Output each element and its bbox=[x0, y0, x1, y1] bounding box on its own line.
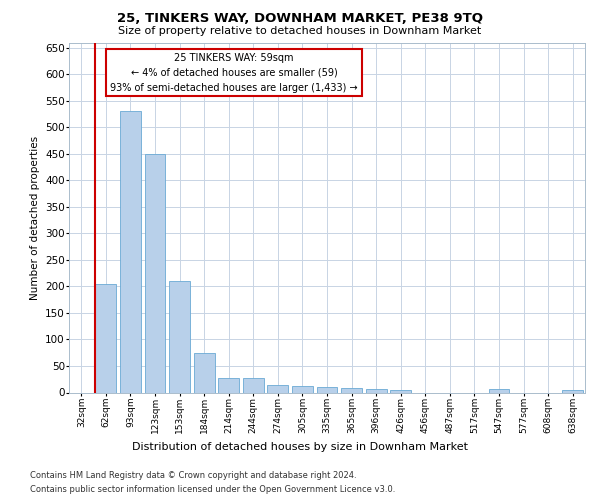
Text: Contains HM Land Registry data © Crown copyright and database right 2024.: Contains HM Land Registry data © Crown c… bbox=[30, 471, 356, 480]
Bar bbox=[218, 378, 239, 392]
Bar bbox=[243, 378, 264, 392]
Bar bbox=[169, 281, 190, 392]
Bar bbox=[317, 387, 337, 392]
Y-axis label: Number of detached properties: Number of detached properties bbox=[29, 136, 40, 300]
Text: 25, TINKERS WAY, DOWNHAM MARKET, PE38 9TQ: 25, TINKERS WAY, DOWNHAM MARKET, PE38 9T… bbox=[117, 12, 483, 26]
Bar bbox=[268, 384, 289, 392]
Bar bbox=[95, 284, 116, 393]
Bar bbox=[365, 389, 386, 392]
Bar bbox=[341, 388, 362, 392]
Text: Distribution of detached houses by size in Downham Market: Distribution of detached houses by size … bbox=[132, 442, 468, 452]
Bar bbox=[120, 112, 141, 392]
Bar bbox=[488, 390, 509, 392]
Bar bbox=[562, 390, 583, 392]
Bar bbox=[145, 154, 166, 392]
Bar bbox=[390, 390, 411, 392]
Text: Contains public sector information licensed under the Open Government Licence v3: Contains public sector information licen… bbox=[30, 485, 395, 494]
Text: Size of property relative to detached houses in Downham Market: Size of property relative to detached ho… bbox=[118, 26, 482, 36]
Text: 25 TINKERS WAY: 59sqm
← 4% of detached houses are smaller (59)
93% of semi-detac: 25 TINKERS WAY: 59sqm ← 4% of detached h… bbox=[110, 53, 358, 92]
Bar bbox=[292, 386, 313, 392]
Bar bbox=[194, 352, 215, 393]
